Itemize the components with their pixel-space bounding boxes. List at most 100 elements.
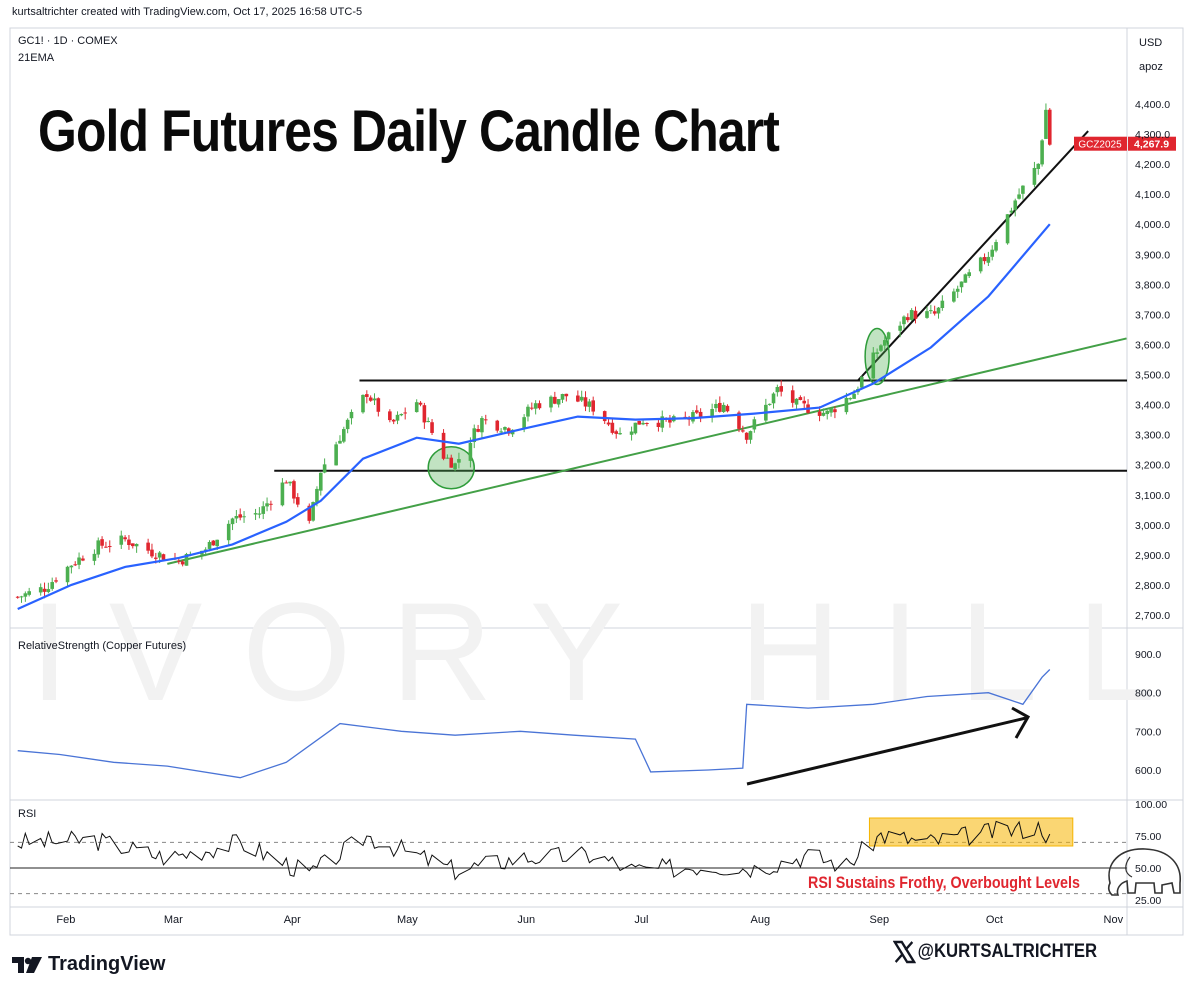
candle-body	[426, 420, 431, 423]
candle-body	[906, 317, 910, 321]
candle-body	[23, 593, 28, 597]
relative-strength-panel	[17, 669, 1051, 786]
candle-body	[445, 457, 450, 459]
candle-body	[952, 291, 956, 302]
symbol-label[interactable]: GC1! · 1D · COMEX	[18, 35, 118, 47]
ema-indicator-label[interactable]: 21EMA	[18, 52, 55, 64]
candle	[533, 400, 538, 415]
candle-body	[457, 459, 461, 463]
candle	[119, 530, 124, 549]
time-tick-label: Mar	[164, 914, 183, 926]
price-tick-label: 3,300.0	[1135, 430, 1170, 442]
candle	[338, 435, 342, 444]
rsi-tick-label: 100.00	[1135, 799, 1167, 811]
relative-strength-label[interactable]: RelativeStrength (Copper Futures)	[18, 640, 187, 652]
candle-body	[376, 398, 381, 412]
candle	[288, 481, 292, 486]
rsi-tick-label: 50.00	[1135, 863, 1161, 875]
candle	[180, 559, 185, 567]
candle-body	[107, 546, 112, 548]
candle	[526, 404, 530, 422]
price-tick-label: 3,400.0	[1135, 400, 1170, 412]
candle	[92, 549, 97, 566]
candle-body	[150, 549, 154, 557]
time-tick-label: Jul	[634, 914, 648, 926]
candle-body	[15, 596, 20, 598]
candle	[177, 558, 181, 565]
price-tick-label: 3,200.0	[1135, 460, 1170, 472]
candle	[564, 393, 569, 402]
relative-strength-line	[17, 669, 1051, 779]
candle-body	[1044, 109, 1048, 139]
candle	[576, 390, 580, 403]
candle-body	[875, 352, 879, 354]
candle	[261, 501, 266, 520]
candle-body	[725, 405, 730, 412]
candle-body	[334, 444, 338, 466]
rsi-label[interactable]: RSI	[18, 808, 37, 820]
rs-tick-label: 600.0	[1135, 765, 1161, 777]
candle-body	[1032, 167, 1037, 185]
candle	[779, 380, 783, 397]
candle	[959, 281, 964, 293]
candle-body	[718, 402, 722, 412]
rsi-panel	[10, 817, 1127, 895]
candle-body	[656, 422, 661, 427]
time-tick-label: Nov	[1104, 914, 1124, 926]
candle	[821, 408, 826, 417]
candle-body	[19, 596, 24, 598]
candle	[257, 507, 262, 519]
candle-body	[77, 557, 81, 565]
candle-body	[779, 386, 783, 392]
tradingview-brand: TradingView	[48, 953, 166, 975]
trend-annotations	[167, 130, 1127, 565]
candle	[614, 429, 619, 439]
candle	[38, 583, 43, 596]
candle	[453, 462, 457, 472]
candle	[27, 587, 31, 597]
candle-body	[284, 482, 289, 484]
candle-body	[986, 256, 991, 263]
candle-body	[748, 431, 753, 440]
candle	[495, 419, 500, 433]
candle	[618, 427, 622, 435]
candle	[530, 402, 534, 411]
candle	[936, 307, 941, 319]
candle	[1013, 198, 1018, 217]
candle	[710, 403, 714, 423]
candle-body	[629, 431, 634, 435]
price-tick-label: 3,700.0	[1135, 309, 1170, 321]
candle	[322, 458, 327, 474]
candle	[345, 418, 350, 434]
candle-body	[821, 412, 826, 416]
price-tick-label: 4,200.0	[1135, 159, 1170, 171]
candle-body	[42, 588, 47, 592]
tradingview-logo[interactable]: TradingView	[12, 953, 165, 976]
candle-body	[269, 503, 273, 505]
candle	[967, 269, 972, 278]
candle-body	[982, 257, 987, 262]
candle	[952, 288, 956, 303]
author-handle[interactable]: @KURTSALTRICHTER	[893, 940, 1097, 964]
candle	[395, 411, 400, 425]
candle	[1017, 188, 1021, 200]
candle	[242, 511, 246, 523]
candle-body	[721, 404, 726, 413]
acceleration-trendline	[857, 130, 1089, 382]
candle	[403, 407, 407, 420]
candle-body	[833, 409, 837, 413]
currency-label[interactable]: USD	[1139, 37, 1163, 49]
candle-body	[852, 393, 856, 399]
candle-body	[848, 398, 853, 400]
candle-body	[576, 395, 580, 402]
ema21-line	[17, 223, 1051, 611]
last-price-bg	[1128, 136, 1176, 151]
candle-body	[372, 398, 377, 401]
candle-body	[767, 403, 772, 405]
candle	[940, 295, 945, 311]
scale-mode-label[interactable]: apoz	[1139, 61, 1163, 73]
candle-body	[1036, 163, 1041, 169]
price-tick-label: 3,900.0	[1135, 249, 1170, 261]
candle	[721, 402, 726, 413]
candle-body	[46, 589, 51, 593]
